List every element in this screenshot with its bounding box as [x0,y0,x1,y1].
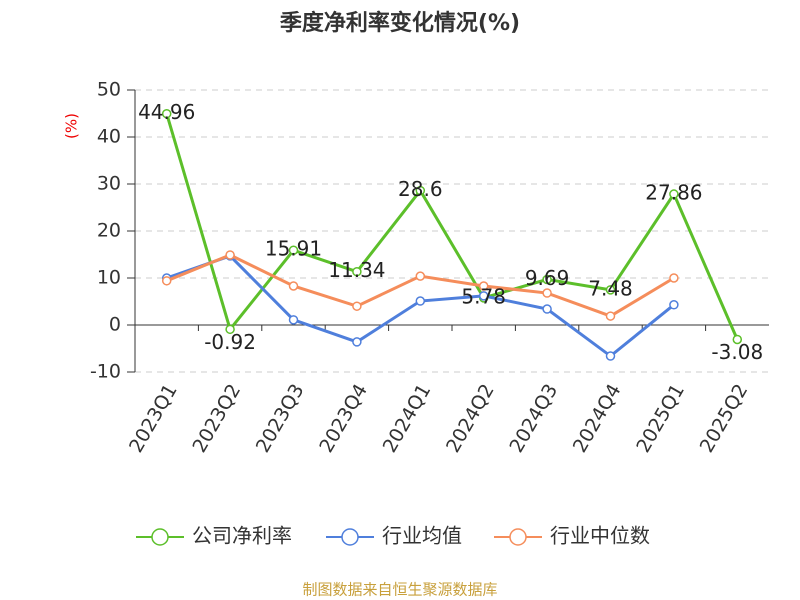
chart-title: 季度净利率变化情况(%) [280,10,520,36]
y-tick-label: 10 [97,267,121,289]
x-tick-label: 2023Q3 [252,380,309,456]
data-label: -0.92 [204,330,256,354]
data-point [352,337,362,347]
legend-marker [509,528,527,546]
data-label: -3.08 [711,340,763,364]
legend-label: 公司净利率 [192,524,292,548]
data-point [478,281,489,291]
data-point [542,274,552,285]
x-tick-label: 2024Q1 [379,380,436,456]
legend-item[interactable]: 行业均值 [326,524,462,548]
data-point [669,273,679,283]
y-tick-label: 40 [97,126,121,148]
x-tick-label: 2025Q2 [696,380,753,456]
legend-label: 行业均值 [382,524,462,548]
data-point [161,276,172,286]
y-tick-label: 30 [97,173,121,195]
data-label: 9.69 [525,266,570,290]
y-tick-label: 0 [109,314,121,336]
legend-marker [151,528,169,546]
legend-label: 行业中位数 [550,524,650,548]
data-point [605,311,616,321]
x-tick-label: 2023Q4 [315,380,372,456]
y-axis-label: (%) [63,113,81,139]
data-point [415,271,426,281]
series-line [165,113,739,341]
data-point [352,266,362,277]
data-point [415,185,426,196]
data-point [478,291,489,301]
x-tick-label: 2024Q4 [569,380,626,456]
y-tick-label: -10 [90,361,121,383]
data-label: 11.34 [328,258,385,282]
data-point [542,288,552,298]
x-tick-label: 2024Q2 [442,380,499,456]
x-tick-label: 2023Q2 [188,380,245,456]
x-tick-label: 2024Q3 [505,380,562,456]
data-point [732,334,743,345]
data-point [605,285,616,295]
data-label: 5.78 [461,284,506,308]
data-point [542,304,552,314]
data-point [288,281,299,291]
data-label: 7.48 [588,276,633,300]
data-label: 44.96 [138,100,195,124]
data-point [669,300,679,310]
y-tick-label: 20 [97,220,121,242]
data-point [352,301,362,311]
source-note: 制图数据来自恒生聚源数据库 [302,581,497,599]
data-point [225,324,235,335]
data-point [415,296,426,306]
data-point [225,250,235,260]
data-point [288,245,299,255]
y-tick-label: 50 [97,79,121,101]
data-label: 28.6 [398,177,443,201]
x-tick-label: 2023Q1 [125,380,182,456]
legend-item[interactable]: 行业中位数 [494,524,650,548]
data-point [605,351,616,361]
data-point [288,315,299,325]
legend-marker [341,528,359,546]
data-label: 15.91 [265,237,322,261]
data-point [161,108,172,119]
legend-item[interactable]: 公司净利率 [136,524,292,548]
data-label: 27.86 [645,181,702,205]
x-tick-label: 2025Q1 [632,380,689,456]
data-point [669,189,679,199]
